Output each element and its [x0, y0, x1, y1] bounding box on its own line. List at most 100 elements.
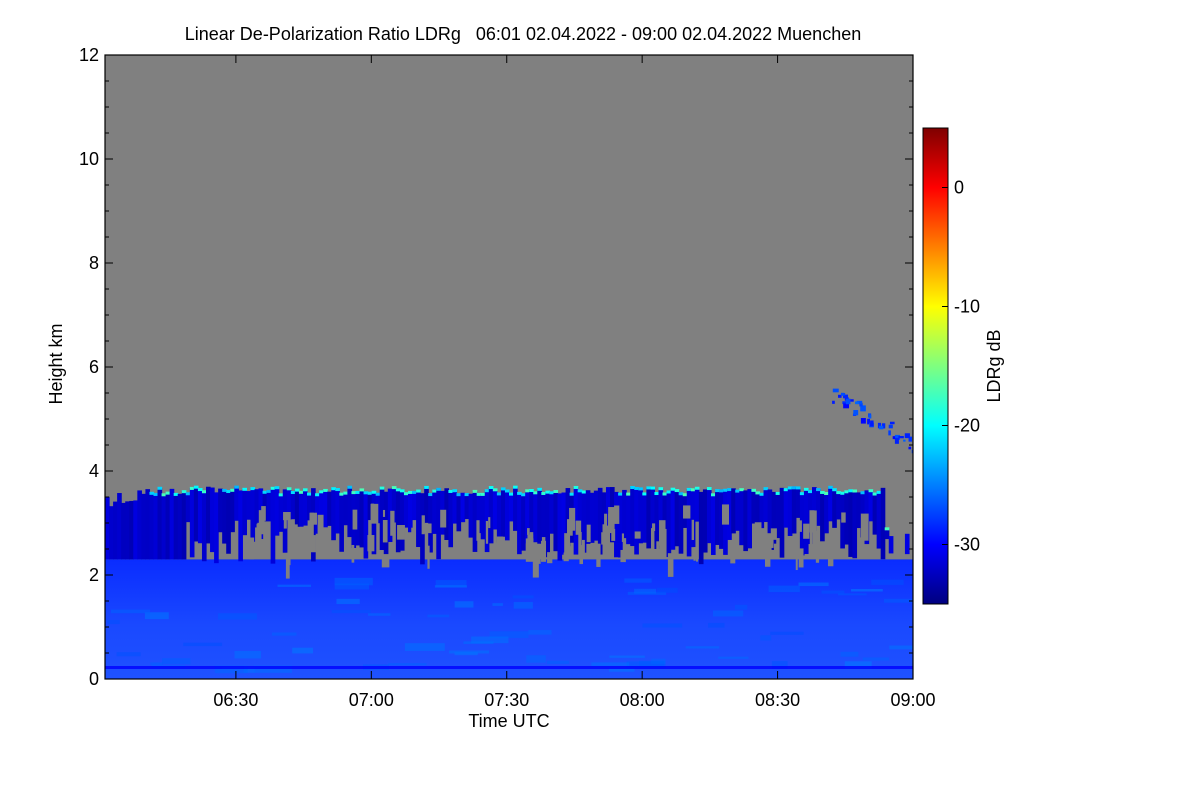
cloud-top-edge — [161, 493, 167, 497]
aerosol-streak — [712, 610, 744, 617]
cloud-column — [157, 487, 163, 560]
colorbar-fill — [922, 127, 949, 605]
cloud-top-edge — [682, 493, 688, 497]
colorbar-label: LDRg dB — [984, 329, 1004, 402]
cloud-column — [876, 491, 882, 549]
upper-cloud-pixel — [870, 420, 874, 427]
cloud-top-edge — [662, 492, 668, 496]
aerosol-streak — [292, 647, 313, 654]
cloud-top-edge — [799, 492, 805, 496]
cloud-top-edge — [230, 488, 235, 492]
cloud-column — [634, 487, 639, 555]
cloud-top-edge — [787, 486, 793, 490]
gap-streak — [815, 535, 820, 563]
cloud-top-edge — [836, 491, 841, 495]
x-tick-label: 08:00 — [620, 690, 665, 710]
cloud-top-edge — [638, 487, 643, 491]
cloud-top-edge — [541, 491, 546, 495]
gap-streak — [352, 509, 358, 530]
upper-cloud-pixel — [881, 423, 886, 429]
cloud-column — [735, 490, 740, 531]
gap-streak — [371, 503, 375, 524]
cloud-top-edge — [852, 489, 858, 493]
aerosol-streak — [609, 655, 645, 658]
cloud-top-edge — [157, 486, 163, 490]
aerosol-streak — [821, 590, 845, 594]
aerosol-streak — [334, 583, 370, 590]
cloud-top-edge — [448, 489, 454, 493]
cloud-column — [597, 487, 603, 555]
cloud-top-edge — [492, 488, 498, 492]
upper-cloud-pixel — [860, 405, 866, 412]
aerosol-streak — [513, 602, 533, 609]
cloud-column — [799, 493, 805, 556]
cloud-column — [650, 487, 656, 529]
cloud-top-edge — [226, 490, 231, 494]
aerosol-streak — [434, 585, 467, 588]
gap-streak — [604, 513, 608, 535]
cloud-column — [509, 493, 514, 522]
upper-cloud-pixel — [889, 421, 895, 425]
aerosol-streak — [771, 661, 788, 669]
upper-cloud-pixel — [843, 403, 850, 409]
cloud-top-edge — [690, 488, 696, 492]
cloud-top-edge — [432, 489, 437, 493]
cloud-column — [250, 488, 256, 542]
cloud-top-edge — [399, 489, 405, 493]
y-tick-label: 0 — [89, 669, 99, 689]
cloud-column — [702, 489, 708, 553]
cloud-column — [242, 488, 247, 536]
cloud-top-edge — [860, 491, 866, 495]
gap-streak — [608, 525, 614, 534]
cloud-top-edge — [375, 492, 381, 496]
gap-streak — [563, 552, 569, 562]
cloud-top-edge — [286, 487, 292, 491]
gap-streak — [667, 553, 674, 577]
cloud-top-edge — [504, 489, 510, 493]
aerosol-streak — [718, 656, 749, 659]
cloud-top-edge — [674, 489, 680, 493]
x-axis: 06:30 07:00 07:30 08:00 08:30 09:00 — [213, 55, 936, 710]
gap-streak — [798, 548, 804, 568]
gap-streak — [421, 515, 425, 535]
cloud-top-edge — [884, 527, 890, 531]
x-tick-label: 07:00 — [349, 690, 394, 710]
gap-streak — [691, 519, 695, 541]
cloud-column — [129, 500, 134, 560]
gap-streak — [696, 554, 699, 562]
gap-streak — [488, 517, 491, 529]
upper-cloud-pixel — [838, 394, 842, 398]
cloud-column — [149, 492, 155, 560]
cloud-column — [408, 491, 413, 533]
gap-streak — [683, 505, 691, 519]
aerosol-streak — [331, 610, 371, 614]
aerosol-streak — [851, 588, 883, 592]
cloud-top-edge — [319, 490, 324, 494]
cloud-column — [214, 492, 219, 564]
cloud-top-edge — [791, 486, 797, 490]
cloud-column — [448, 491, 454, 548]
aerosol-streak — [798, 582, 829, 587]
cloud-top-edge — [763, 487, 769, 491]
cloud-column — [387, 488, 393, 543]
ground-noise — [105, 666, 913, 669]
cloud-column — [763, 488, 769, 523]
aerosol-streak — [107, 619, 120, 625]
aerosol-streak — [528, 630, 552, 635]
gap-streak — [541, 540, 547, 562]
aerosol-streak — [608, 668, 635, 672]
cloud-column — [852, 490, 858, 559]
gap-streak — [527, 534, 534, 554]
cloud-column — [274, 487, 280, 536]
cloud-top-edge — [654, 492, 660, 496]
cloud-top-edge — [391, 486, 397, 490]
aerosol-streak — [218, 613, 257, 620]
cloud-column — [836, 492, 841, 520]
cloud-column — [335, 489, 340, 534]
cloud-column — [504, 490, 510, 541]
cloud-column — [775, 492, 781, 539]
cloud-column — [113, 501, 118, 560]
cloud-top-edge — [626, 492, 631, 496]
cloud-top-edge — [424, 485, 429, 489]
cloud-top-edge — [488, 486, 494, 490]
